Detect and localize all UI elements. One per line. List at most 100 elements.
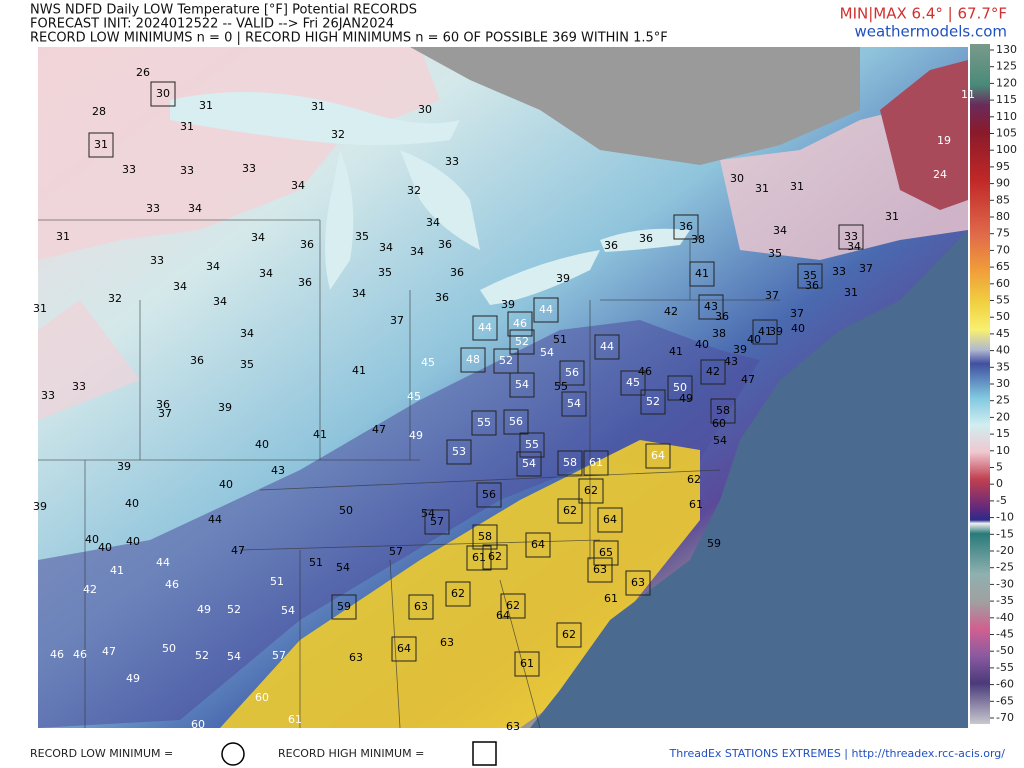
station-value: 11	[961, 88, 975, 101]
station-value: 24	[933, 168, 947, 181]
station-value: 48	[466, 353, 480, 366]
record-box	[698, 294, 724, 320]
station-value: 30	[730, 172, 744, 185]
station-value: 61	[589, 456, 603, 469]
station-value: 58	[563, 456, 577, 469]
station-value: 45	[421, 356, 435, 369]
station-value: 36	[715, 310, 729, 323]
station-value: 64	[496, 609, 510, 622]
record-box	[446, 439, 472, 465]
station-value: 63	[349, 651, 363, 664]
station-value: 31	[885, 210, 899, 223]
colorbar-tick-label: -70	[996, 711, 1014, 724]
station-value: 47	[102, 645, 116, 658]
station-value: 40	[791, 322, 805, 335]
colorbar-tick-label: 10	[996, 444, 1010, 457]
station-value: 62	[584, 484, 598, 497]
station-value: 54	[336, 561, 350, 574]
source: ThreadEx STATIONS EXTREMES | http://thre…	[669, 747, 1006, 760]
station-value: 37	[765, 289, 779, 302]
record-box	[509, 372, 535, 398]
cold-region	[880, 60, 968, 210]
station-value: 62	[451, 587, 465, 600]
station-value: 39	[33, 500, 47, 513]
cold-region	[38, 47, 440, 260]
colorbar-tick-label: -5	[996, 494, 1007, 507]
colorbar-tick-label: 30	[996, 377, 1010, 390]
colorbar-tick-label: 35	[996, 360, 1010, 373]
station-value: 47	[372, 423, 386, 436]
record-box	[500, 593, 526, 619]
title: NWS NDFD Daily LOW Temperature [°F] Pote…	[30, 3, 417, 18]
station-value: 41	[352, 364, 366, 377]
station-value: 55	[477, 416, 491, 429]
station-value: 19	[937, 134, 951, 147]
station-value: 63	[631, 576, 645, 589]
station-value: 44	[478, 321, 492, 334]
station-value: 43	[704, 300, 718, 313]
colorbar-tick-label: 110	[996, 110, 1017, 123]
station-value: 42	[83, 583, 97, 596]
station-value: 39	[556, 272, 570, 285]
station-value: 40	[219, 478, 233, 491]
station-value: 53	[452, 445, 466, 458]
station-value: 45	[626, 376, 640, 389]
station-value: 34	[173, 280, 187, 293]
station-value: 57	[430, 515, 444, 528]
station-value: 40	[125, 497, 139, 510]
station-value: 31	[844, 286, 858, 299]
station-value: 52	[499, 354, 513, 367]
min-max: MIN|MAX 6.4° | 67.7°F	[840, 5, 1007, 23]
station-value: 57	[389, 545, 403, 558]
station-value: 59	[337, 600, 351, 613]
station-value: 33	[41, 389, 55, 402]
station-value: 62	[488, 550, 502, 563]
colorbar-tick-label: -45	[996, 628, 1014, 641]
colorbar-tick-label: 65	[996, 260, 1010, 273]
station-value: 34	[291, 179, 305, 192]
station-value: 34	[240, 327, 254, 340]
station-value: 54	[567, 397, 581, 410]
station-value: 64	[603, 513, 617, 526]
colorbar-tick-label: -10	[996, 511, 1014, 524]
colorbar-tick-label: 100	[996, 143, 1017, 156]
record-box	[507, 311, 533, 337]
station-value: 31	[180, 120, 194, 133]
record-box	[673, 214, 699, 240]
record-box	[561, 391, 587, 417]
record-box	[88, 132, 114, 158]
colorbar-tick-label: 130	[996, 43, 1017, 56]
ocean	[530, 230, 968, 728]
station-value: 36	[450, 266, 464, 279]
record-box	[424, 509, 450, 535]
record-box	[710, 398, 736, 424]
station-value: 38	[691, 233, 705, 246]
station-value: 54	[540, 346, 554, 359]
colorbar-tick-label: -40	[996, 611, 1014, 624]
lake-michigan	[325, 150, 354, 290]
record-box	[689, 261, 715, 287]
station-value: 50	[162, 642, 176, 655]
station-value: 37	[390, 314, 404, 327]
colorbar-tick-label: -20	[996, 544, 1014, 557]
station-value: 44	[600, 340, 614, 353]
station-value: 34	[426, 216, 440, 229]
station-value: 40	[695, 338, 709, 351]
colorbar-tick-label: 45	[996, 327, 1010, 340]
station-value: 33	[150, 254, 164, 267]
station-value: 61	[288, 713, 302, 726]
record-box	[516, 451, 542, 477]
map	[38, 47, 968, 729]
colorbar-tick-label: -15	[996, 527, 1014, 540]
station-value: 31	[56, 230, 70, 243]
station-value: 38	[712, 327, 726, 340]
station-value: 31	[790, 180, 804, 193]
colorbar-ticks: 1301251201151101051009590858075706560555…	[990, 43, 1017, 724]
station-value: 64	[397, 642, 411, 655]
station-value: 33	[146, 202, 160, 215]
station-value: 40	[98, 541, 112, 554]
colorbar-tick-label: 0	[996, 477, 1003, 490]
station-value: 62	[687, 473, 701, 486]
